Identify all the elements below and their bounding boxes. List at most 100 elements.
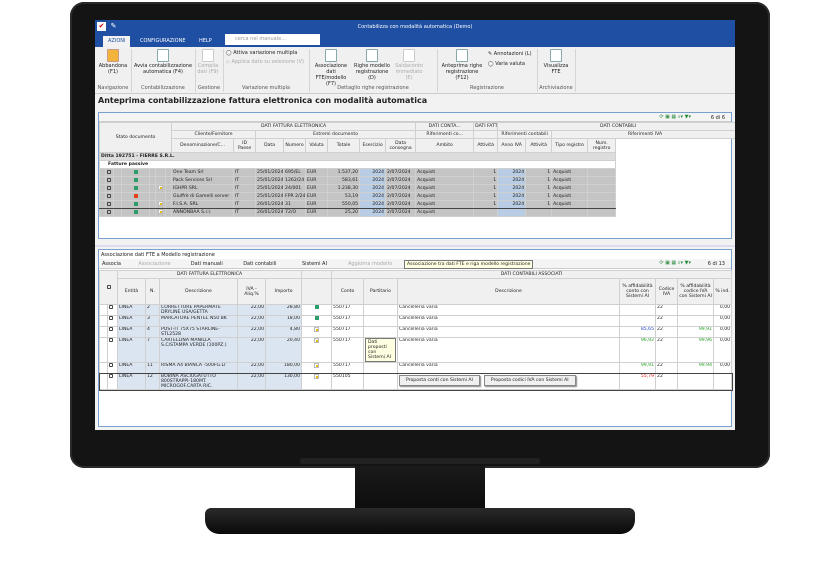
- abbandona-button[interactable]: Abbandona (F1): [97, 47, 129, 75]
- compila-button[interactable]: Compila dati (F9): [195, 47, 221, 75]
- row-checkbox[interactable]: [107, 362, 118, 374]
- column-header[interactable]: Importo: [264, 278, 303, 305]
- line-row[interactable]: LINEA 11 RISMA A4 BIANCA -500FG.LI 22,00 180…: [99, 362, 733, 374]
- invoice-row[interactable]: One Team Srl IT 25/01/2024 695/EL EUR 1.537,2…: [99, 168, 736, 177]
- cell: 550,05: [327, 200, 361, 209]
- cell: 96,92: [619, 337, 657, 363]
- cell: 22,00: [237, 362, 266, 374]
- column-header[interactable]: Totale: [327, 138, 361, 153]
- applica-button[interactable]: ◇ Applica dato su selezione (V): [226, 59, 304, 65]
- row-checkbox[interactable]: [107, 337, 118, 363]
- toolbar-icons[interactable]: ⟳ ▣ ▦ ⌕▾ ▼▾: [659, 114, 691, 120]
- cell: IGHPR SRL: [171, 184, 235, 193]
- column-header[interactable]: % affidabilità codice IVA con Sistemi AI: [677, 278, 715, 305]
- column-header[interactable]: Data: [255, 138, 285, 153]
- proposta-conti-menu[interactable]: Proposta conti con Sistemi AI: [399, 375, 480, 386]
- column-header[interactable]: N.: [145, 278, 160, 305]
- invoice-row[interactable]: Pack Services Srl IT 25/01/2024 1262/24 EUR 5…: [99, 176, 736, 185]
- pen-icon[interactable]: ✎: [110, 22, 117, 30]
- column-header[interactable]: IVA - Aliq.%: [237, 278, 266, 305]
- column-header[interactable]: % affidabilità conto con Sistemi AI: [619, 278, 657, 305]
- note-icon: [301, 337, 333, 363]
- cell: 0,00: [713, 304, 733, 316]
- ditta-group-row[interactable]: Ditta 192751 - FIERRE S.R.L.: [98, 152, 617, 161]
- status-icon: [121, 192, 150, 201]
- row-checkbox[interactable]: [105, 184, 114, 193]
- bottom-panel-title: Associazione dati FTE a Modello registra…: [101, 252, 215, 258]
- column-header[interactable]: Valuta: [305, 138, 329, 153]
- visualizza-fte-button[interactable]: Visualizza FTE: [541, 47, 571, 75]
- column-header[interactable]: Attività: [473, 138, 499, 153]
- row-checkbox[interactable]: [105, 200, 114, 209]
- column-header[interactable]: [301, 278, 333, 305]
- toolbar-button-dati-contabili[interactable]: Dati contabili: [243, 261, 277, 267]
- toolbar-button-associazione[interactable]: Associazione: [138, 261, 171, 267]
- column-header[interactable]: Descrizione: [159, 278, 238, 305]
- row-checkbox[interactable]: [107, 326, 118, 338]
- tab-configurazione[interactable]: CONFIGURAZIONE: [140, 38, 186, 44]
- column-header[interactable]: Entità: [117, 278, 146, 305]
- invoice-row[interactable]: IGHPR SRL IT 25/01/2024 24/001 EUR 1.238,30 20…: [99, 184, 736, 193]
- associazione-button[interactable]: Associazione dati FTE/modello (F7): [313, 47, 349, 87]
- toolbar-button-sistemi-ai[interactable]: Sistemi AI: [302, 261, 327, 267]
- proposta-iva-menu[interactable]: Proposta codici IVA con Sistemi AI: [483, 375, 576, 386]
- column-header[interactable]: Partitario: [363, 278, 399, 305]
- cell: 99,91: [619, 362, 657, 374]
- column-header[interactable]: Conto: [331, 278, 365, 305]
- cell: 2024: [497, 184, 527, 193]
- column-header[interactable]: Denominazione/C...: [171, 138, 235, 153]
- avvia-button[interactable]: Avvia contabilizzazione automatica (F4): [133, 47, 193, 75]
- column-header[interactable]: Numero: [283, 138, 307, 153]
- line-row[interactable]: LINEA 7 CARTELLINA MANILLA S.C/STAMPA VERD…: [99, 337, 733, 363]
- column-header[interactable]: Ambito: [415, 138, 475, 153]
- toolbar-icons[interactable]: ⟳ ▣ ▦ ⌕▾ ▼▾: [659, 260, 691, 266]
- row-checkbox[interactable]: [105, 208, 114, 217]
- column-header[interactable]: Data consegna: [385, 138, 417, 153]
- search-input[interactable]: cerca nel manuale...: [225, 34, 320, 45]
- line-row[interactable]: LINEA 2 CORRETTORE PAPERMATE DRYLINE USA/G…: [99, 304, 733, 316]
- column-header[interactable]: Tipo registro: [551, 138, 589, 153]
- saldaconto-button[interactable]: Saldaconto immediato (E): [394, 47, 424, 81]
- note-icon: [301, 326, 333, 338]
- cell: 583,61: [327, 176, 361, 185]
- row-checkbox[interactable]: [105, 168, 114, 177]
- row-checkbox[interactable]: [105, 192, 114, 201]
- line-row[interactable]: LINEA 3 MARCATORE PENTEL N50 BK 22,00 18,00 5…: [99, 315, 733, 327]
- column-header[interactable]: Attività: [525, 138, 553, 153]
- annotazioni-button[interactable]: ✎ Annotazioni (L): [488, 51, 532, 57]
- row-checkbox[interactable]: [107, 315, 118, 327]
- column-header[interactable]: Codice IVA: [655, 278, 679, 305]
- column-header[interactable]: Descrizione: [397, 278, 621, 305]
- line-row[interactable]: LINEA 12 BOBINA ASCIUGATUTTO 800STRAPPI-18…: [98, 372, 733, 391]
- fatture-passive-group[interactable]: Fatture passive: [98, 160, 617, 169]
- row-checkbox[interactable]: [105, 176, 114, 185]
- invoice-row[interactable]: ANNONBAA S.r.l. IT 26/01/2024 72/O EUR 25,20 2…: [99, 208, 736, 217]
- righe-modello-button[interactable]: Righe modello registrazione (D): [353, 47, 391, 81]
- column-header[interactable]: Anno IVA: [497, 138, 527, 153]
- anteprima-button[interactable]: Anteprima righe registrazione (F12): [440, 47, 484, 81]
- tab-help[interactable]: HELP: [199, 38, 212, 44]
- splitter[interactable]: [95, 245, 735, 247]
- row-indicator: [99, 326, 108, 338]
- toolbar-button-associa[interactable]: Associa: [102, 261, 121, 267]
- row-checkbox[interactable]: [107, 373, 118, 390]
- invoice-row[interactable]: F.I.S.A. SRL IT 26/01/2024 31 EUR 550,05 2024 2…: [99, 200, 736, 209]
- invoice-row[interactable]: Giuffrè di Gamelli server IT 25/01/2024 FPR…: [99, 192, 736, 201]
- cell: 22,00: [237, 326, 266, 338]
- cell: LINEA: [117, 326, 146, 338]
- row-checkbox[interactable]: [107, 304, 118, 316]
- line-row[interactable]: LINEA 4 POST-IT 75X75 STARLINE-STL2528 22,0…: [99, 326, 733, 338]
- cell: 2/07/2024: [385, 176, 417, 185]
- toolbar-button-aggiorna-modello[interactable]: Aggiorna modello: [348, 261, 393, 267]
- column-header[interactable]: Esercizio: [359, 138, 387, 153]
- tab-azioni[interactable]: AZIONI: [103, 36, 131, 47]
- varia-valuta-toggle[interactable]: ◯ Varia valuta: [488, 61, 525, 67]
- cell: Acquisti: [551, 200, 589, 209]
- cell: 2024: [359, 168, 387, 177]
- attiva-variazione-toggle[interactable]: ◯ Attiva variazione multipla: [226, 50, 298, 56]
- cell: EUR: [305, 168, 329, 177]
- column-header[interactable]: Num. registro: [587, 138, 617, 153]
- toolbar-button-dati-manuali[interactable]: Dati manuali: [190, 261, 223, 267]
- column-header[interactable]: % ind.: [713, 278, 733, 305]
- column-header[interactable]: ID Paese: [233, 138, 257, 153]
